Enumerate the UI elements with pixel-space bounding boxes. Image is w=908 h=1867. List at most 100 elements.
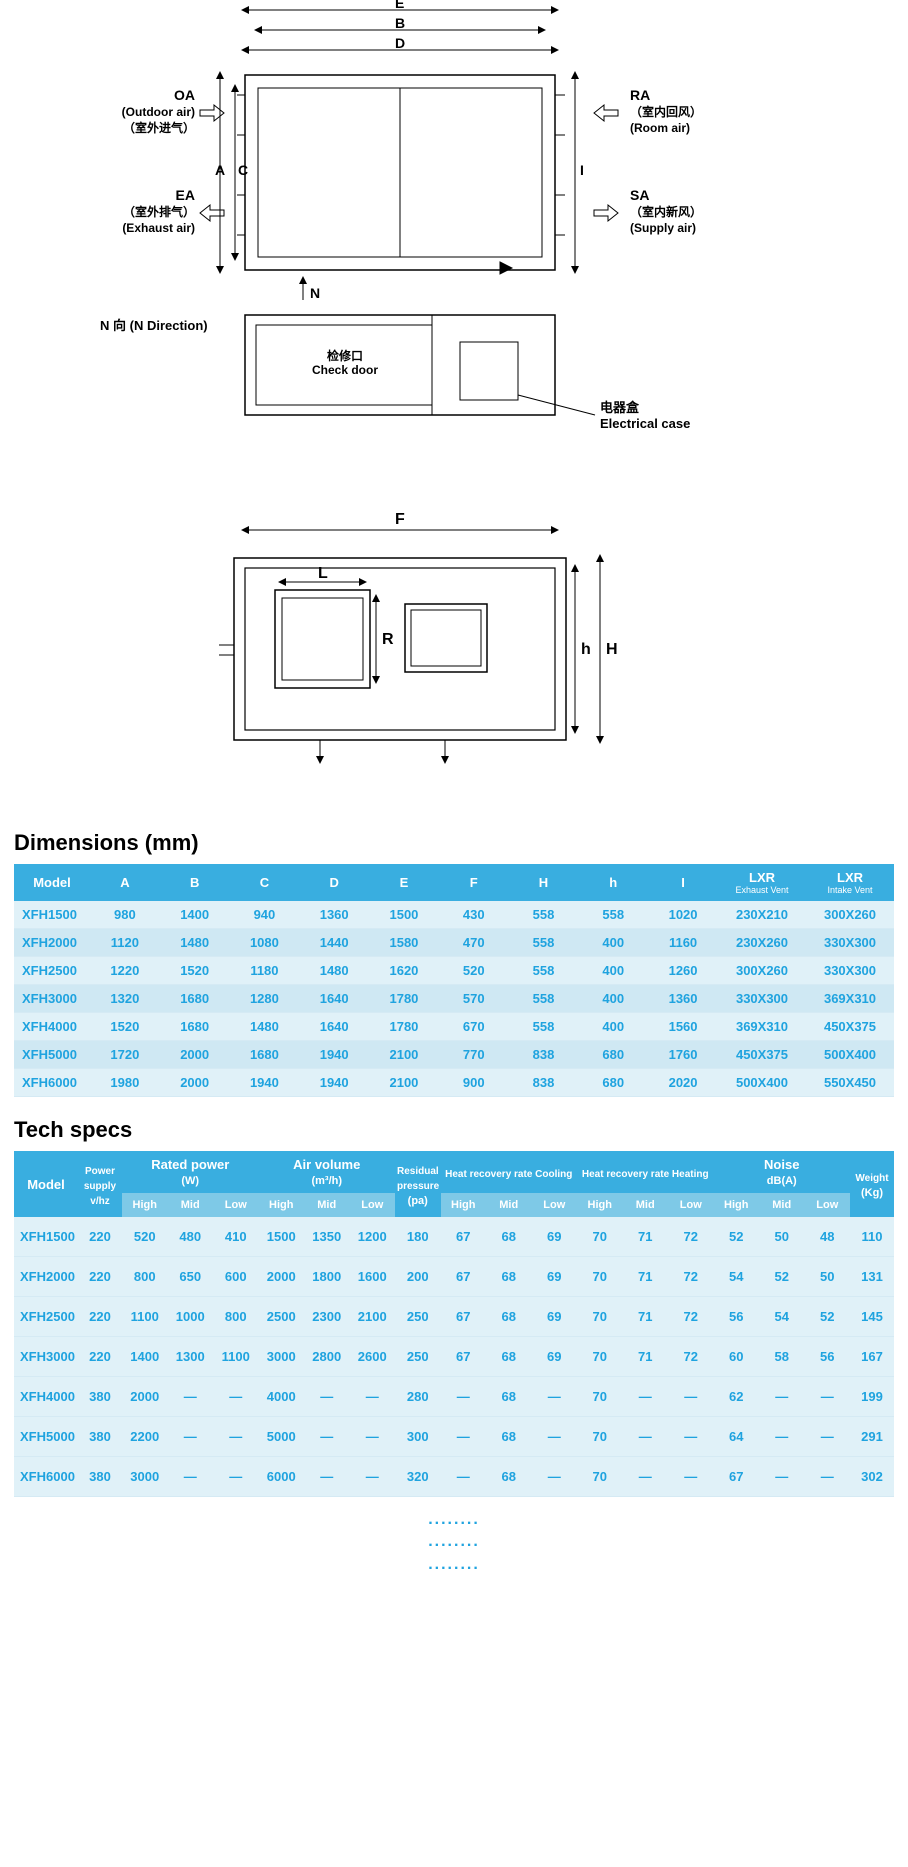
tech-header-cell: Weight(Kg) <box>850 1151 894 1217</box>
table-cell: 302 <box>850 1457 894 1497</box>
sa-label: SA <box>630 187 649 203</box>
table-cell: 3000 <box>122 1457 168 1497</box>
table-cell: — <box>350 1377 396 1417</box>
table-cell: XFH2500 <box>14 1297 78 1337</box>
table-cell: 400 <box>578 957 648 985</box>
table-cell: 430 <box>439 901 509 929</box>
table-cell: — <box>623 1417 669 1457</box>
table-cell: — <box>441 1457 487 1497</box>
table-cell: 167 <box>850 1337 894 1377</box>
label-D: D <box>395 35 405 51</box>
dims-header-cell: I <box>648 864 718 901</box>
table-cell: 770 <box>439 1041 509 1069</box>
table-cell: 550X450 <box>806 1069 894 1097</box>
table-cell: 600 <box>213 1257 259 1297</box>
table-row: XFH2500122015201180148016205205584001260… <box>14 957 894 985</box>
table-cell: 70 <box>577 1297 623 1337</box>
table-cell: — <box>532 1457 578 1497</box>
label-I: I <box>580 162 584 178</box>
table-cell: XFH5000 <box>14 1041 90 1069</box>
oa-sub1: (Outdoor air) <box>122 105 195 119</box>
sa-sub1: （室内新风） <box>630 204 702 219</box>
table-cell: 2600 <box>350 1337 396 1377</box>
table-cell: 131 <box>850 1257 894 1297</box>
table-cell: 220 <box>78 1337 122 1377</box>
tech-subheader-cell: High <box>259 1193 305 1217</box>
tech-header-cell: Rated power(W) <box>122 1151 259 1193</box>
table-cell: 69 <box>532 1297 578 1337</box>
table-cell: 520 <box>122 1217 168 1257</box>
table-cell: 500X400 <box>806 1041 894 1069</box>
ra-sub1: （室内回风） <box>630 104 702 119</box>
table-cell: XFH1500 <box>14 901 90 929</box>
table-cell: 70 <box>577 1377 623 1417</box>
table-cell: 230X260 <box>718 929 806 957</box>
table-cell: 1800 <box>304 1257 350 1297</box>
table-cell: — <box>623 1457 669 1497</box>
dims-header-cell: F <box>439 864 509 901</box>
table-cell: XFH6000 <box>14 1069 90 1097</box>
table-cell: 220 <box>78 1217 122 1257</box>
label-H2: H <box>606 641 618 658</box>
table-row: XFH2500220110010008002500230021002506768… <box>14 1297 894 1337</box>
table-cell: 300 <box>395 1417 441 1457</box>
table-row: XFH1500220520480410150013501200180676869… <box>14 1217 894 1257</box>
table-cell: 900 <box>439 1069 509 1097</box>
table-cell: 558 <box>578 901 648 929</box>
table-cell: 1520 <box>160 957 230 985</box>
tech-subheader-cell: High <box>714 1193 760 1217</box>
tech-header-cell: Air volume(m³/h) <box>259 1151 396 1193</box>
table-cell: 1400 <box>160 901 230 929</box>
table-cell: — <box>213 1457 259 1497</box>
table-cell: 50 <box>805 1257 851 1297</box>
table-cell: 1440 <box>299 929 369 957</box>
dims-header-cell: h <box>578 864 648 901</box>
ra-label: RA <box>630 87 650 103</box>
tech-subheader-cell: Low <box>668 1193 714 1217</box>
table-cell: 230X210 <box>718 901 806 929</box>
table-cell: 1780 <box>369 1013 439 1041</box>
table-cell: XFH5000 <box>14 1417 78 1457</box>
ea-sub1: （室外排气） <box>123 204 195 219</box>
table-cell: 68 <box>486 1457 532 1497</box>
table-cell: 800 <box>122 1257 168 1297</box>
table-cell: 838 <box>509 1069 579 1097</box>
table-cell: — <box>532 1377 578 1417</box>
table-cell: 1180 <box>230 957 300 985</box>
table-cell: — <box>668 1457 714 1497</box>
table-cell: 1280 <box>230 985 300 1013</box>
table-row: XFH3000132016801280164017805705584001360… <box>14 985 894 1013</box>
table-cell: 1350 <box>304 1217 350 1257</box>
table-cell: 67 <box>714 1457 760 1497</box>
dimensions-table: ModelABCDEFHhILXRExhaust VentLXRIntake V… <box>14 864 894 1097</box>
table-cell: 71 <box>623 1217 669 1257</box>
table-cell: 110 <box>850 1217 894 1257</box>
table-cell: 52 <box>714 1217 760 1257</box>
table-cell: 380 <box>78 1377 122 1417</box>
table-row: XFH50003802200——5000——300—68—70——64——291 <box>14 1417 894 1457</box>
table-cell: 70 <box>577 1457 623 1497</box>
table-cell: 6000 <box>259 1457 305 1497</box>
table-cell: 54 <box>759 1297 805 1337</box>
table-cell: 71 <box>623 1257 669 1297</box>
table-cell: 2500 <box>259 1297 305 1337</box>
table-cell: — <box>805 1457 851 1497</box>
table-cell: 1400 <box>122 1337 168 1377</box>
table-cell: 1680 <box>160 985 230 1013</box>
table-cell: 52 <box>759 1257 805 1297</box>
oa-label: OA <box>174 87 195 103</box>
table-cell: 2020 <box>648 1069 718 1097</box>
table-cell: 52 <box>805 1297 851 1337</box>
label-R: R <box>382 631 394 648</box>
table-cell: 180 <box>395 1217 441 1257</box>
ea-label: EA <box>176 187 195 203</box>
table-cell: 56 <box>805 1337 851 1377</box>
label-h2: h <box>581 641 591 658</box>
table-cell: XFH4000 <box>14 1377 78 1417</box>
tech-subheader-cell: Mid <box>759 1193 805 1217</box>
table-cell: 50 <box>759 1217 805 1257</box>
table-cell: 56 <box>714 1297 760 1337</box>
elec-en: Electrical case <box>600 416 690 431</box>
table-cell: — <box>759 1417 805 1457</box>
table-cell: — <box>350 1457 396 1497</box>
